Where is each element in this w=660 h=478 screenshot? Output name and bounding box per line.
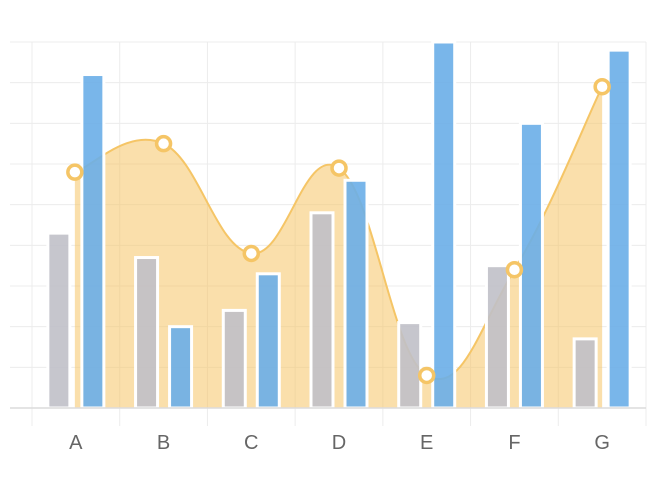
area-point-e[interactable] [417, 366, 436, 385]
area-point-a[interactable] [66, 163, 84, 181]
x-tick-label: E [420, 432, 433, 454]
area-point-b[interactable] [154, 134, 173, 153]
area-point-d[interactable] [330, 159, 348, 177]
area-point-c[interactable] [242, 244, 261, 263]
bar-gray-e[interactable] [397, 321, 423, 410]
bar-blue-d[interactable] [343, 178, 369, 410]
bar-blue-a[interactable] [80, 73, 106, 410]
x-tick-label: C [244, 432, 258, 454]
bar-series [46, 40, 632, 410]
area-point-f[interactable] [505, 260, 524, 279]
x-tick-label: F [508, 432, 520, 454]
area-points [66, 77, 611, 385]
bar-gray-c[interactable] [221, 308, 247, 410]
bar-blue-b[interactable] [168, 325, 194, 410]
x-tick-label: A [69, 432, 83, 454]
bar-gray-f[interactable] [484, 264, 510, 410]
x-tick-label: D [332, 432, 346, 454]
bar-blue-e[interactable] [431, 40, 457, 410]
area-fill [74, 86, 603, 408]
area-point-g[interactable] [593, 77, 611, 96]
bar-gray-b[interactable] [134, 256, 160, 410]
bar-blue-c[interactable] [255, 272, 281, 410]
bar-blue-g[interactable] [606, 48, 632, 410]
bar-blue-f[interactable] [518, 121, 544, 410]
x-axis: A B C D E F G [10, 407, 646, 454]
bar-gray-g[interactable] [572, 337, 598, 410]
bar-gray-a[interactable] [46, 231, 72, 410]
x-tick-label: G [594, 432, 610, 454]
bar-gray-d[interactable] [309, 211, 335, 410]
x-tick-label: B [157, 432, 170, 454]
